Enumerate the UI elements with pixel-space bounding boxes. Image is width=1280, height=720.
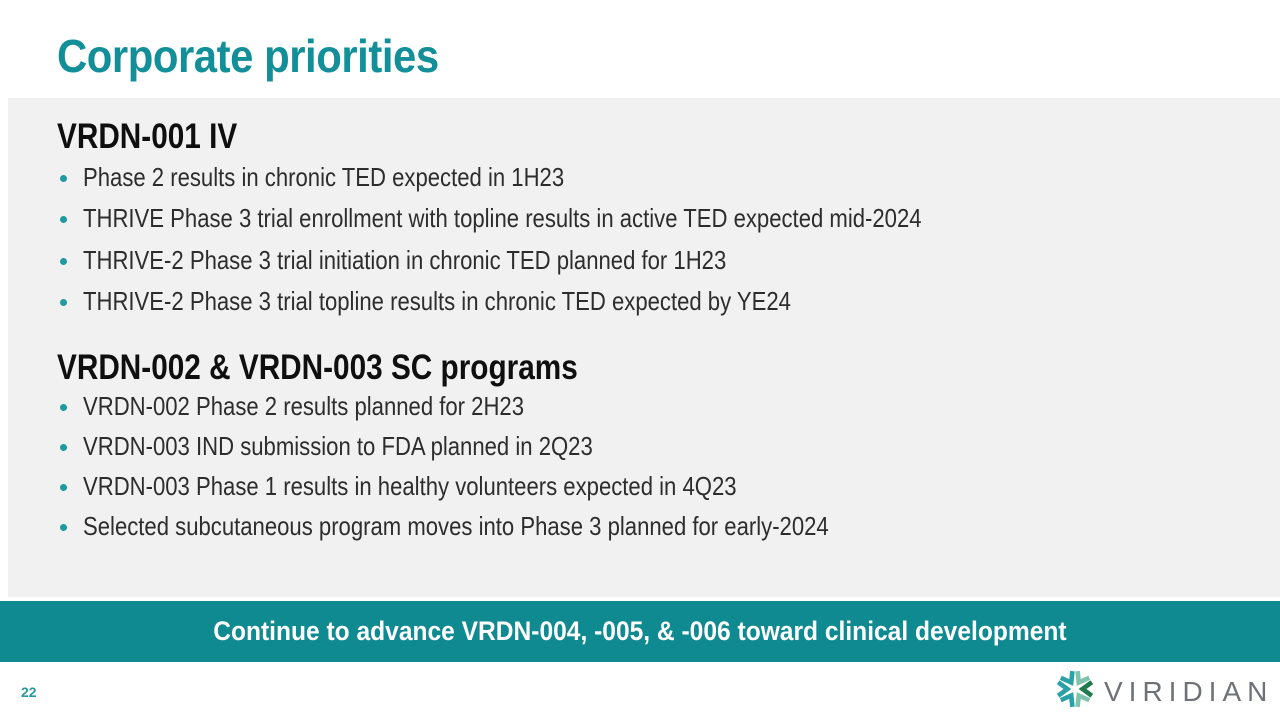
page-number: 22: [21, 684, 37, 700]
bullet-text: Selected subcutaneous program moves into…: [83, 511, 829, 541]
bullet-item: THRIVE Phase 3 trial enrollment with top…: [60, 204, 1070, 232]
bullet-text: THRIVE-2 Phase 3 trial topline results i…: [83, 286, 791, 316]
bottom-banner: Continue to advance VRDN-004, -005, & -0…: [0, 601, 1280, 662]
bullet-text: THRIVE Phase 3 trial enrollment with top…: [83, 203, 922, 233]
bullet-item: VRDN-002 Phase 2 results planned for 2H2…: [60, 392, 602, 420]
bullet-text: VRDN-002 Phase 2 results planned for 2H2…: [83, 391, 525, 421]
section-heading-vrdn-002-003: VRDN-002 & VRDN-003 SC programs: [57, 348, 578, 387]
bullet-dot-icon: [60, 484, 67, 491]
slide-title: Corporate priorities: [57, 30, 439, 82]
bullet-text: Phase 2 results in chronic TED expected …: [83, 162, 565, 192]
bullet-item: THRIVE-2 Phase 3 trial topline results i…: [60, 287, 916, 315]
bullet-text: THRIVE-2 Phase 3 trial initiation in chr…: [83, 245, 727, 275]
viridian-logo-text: VIRIDIAN: [1104, 676, 1274, 707]
bullet-dot-icon: [60, 258, 67, 265]
bullet-dot-icon: [60, 524, 67, 531]
bullet-item: Selected subcutaneous program moves into…: [60, 512, 960, 540]
viridian-starburst-icon: [1056, 670, 1094, 708]
viridian-logo: VIRIDIAN: [1052, 660, 1274, 714]
bullet-text: VRDN-003 IND submission to FDA planned i…: [83, 431, 593, 461]
section-heading-vrdn-001: VRDN-001 IV: [57, 117, 238, 156]
bullet-dot-icon: [60, 404, 67, 411]
bullet-dot-icon: [60, 299, 67, 306]
bullet-item: THRIVE-2 Phase 3 trial initiation in chr…: [60, 246, 840, 274]
bullet-dot-icon: [60, 444, 67, 451]
bullet-item: VRDN-003 IND submission to FDA planned i…: [60, 432, 683, 460]
bullet-dot-icon: [60, 216, 67, 223]
bullet-item: Phase 2 results in chronic TED expected …: [60, 163, 649, 191]
content-panel: [8, 98, 1280, 597]
bullet-text: VRDN-003 Phase 1 results in healthy volu…: [83, 471, 737, 501]
bullet-item: VRDN-003 Phase 1 results in healthy volu…: [60, 472, 852, 500]
bullet-dot-icon: [60, 175, 67, 182]
banner-text: Continue to advance VRDN-004, -005, & -0…: [213, 616, 1067, 646]
